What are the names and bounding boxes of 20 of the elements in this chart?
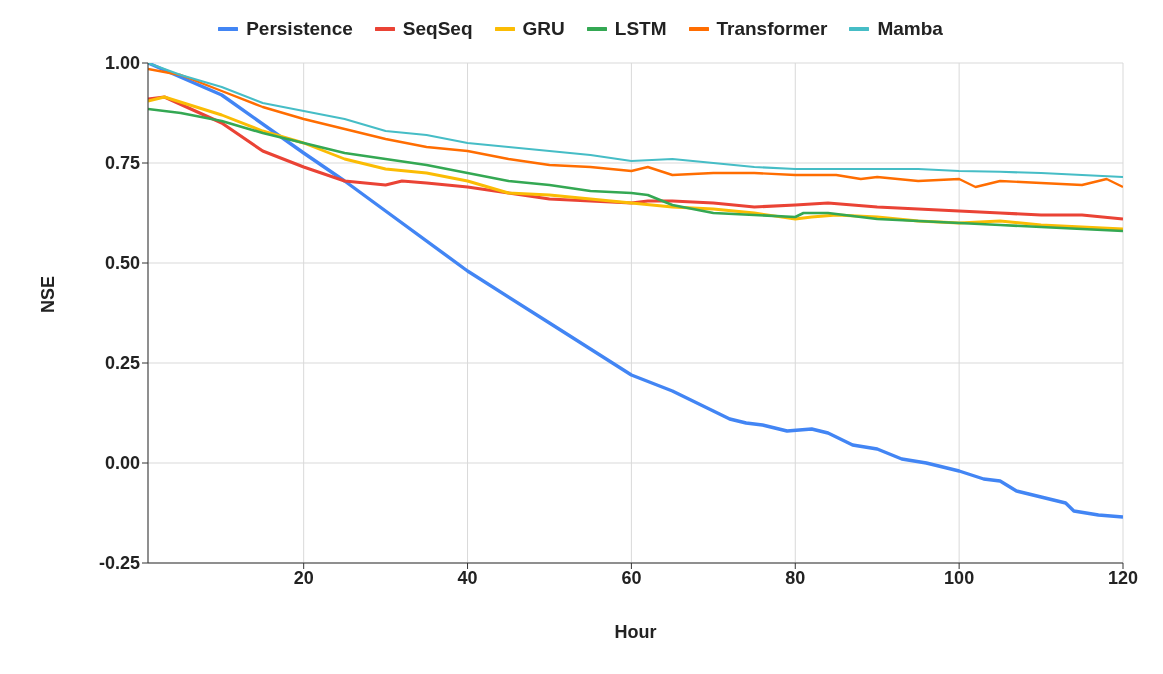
x-axis-title: Hour xyxy=(614,622,657,642)
y-tick-label: 0.50 xyxy=(104,253,140,274)
y-tick-label: 0.25 xyxy=(104,353,140,374)
legend-label: GRU xyxy=(522,18,565,40)
y-axis-title: NSE xyxy=(38,275,59,313)
legend-label: Persistence xyxy=(246,18,353,40)
legend-label: Transformer xyxy=(716,18,828,40)
x-tick-label: 100 xyxy=(944,567,975,588)
y-tick-label: 1.00 xyxy=(104,53,140,74)
x-tick-label: 60 xyxy=(621,567,642,588)
legend-label: SeqSeq xyxy=(402,18,473,40)
x-tick-label: 40 xyxy=(457,567,478,588)
y-tick-label: 0.75 xyxy=(104,153,140,174)
y-tick-label: 0.00 xyxy=(104,453,140,474)
x-tick-label: 120 xyxy=(1107,567,1139,588)
x-tick-label: 80 xyxy=(785,567,806,588)
x-tick-label: 20 xyxy=(293,567,314,588)
y-tick-label: -0.25 xyxy=(98,553,140,574)
legend-label: Mamba xyxy=(877,18,943,40)
legend-label: LSTM xyxy=(614,18,667,40)
